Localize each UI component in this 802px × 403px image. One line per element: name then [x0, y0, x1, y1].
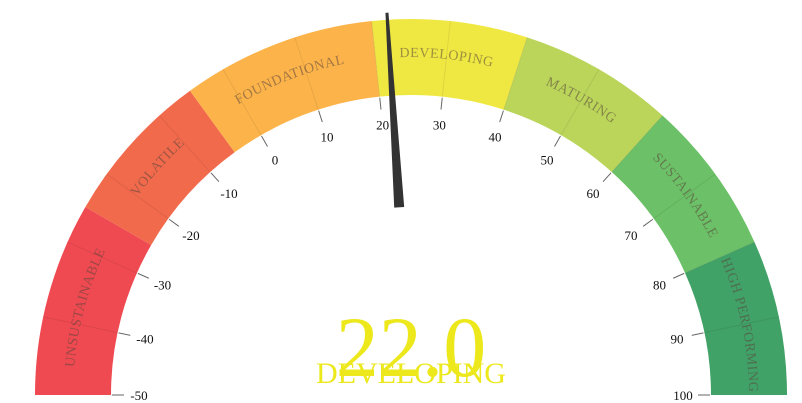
band-divider	[43, 316, 118, 334]
gauge-band-maturing	[503, 37, 663, 173]
tick-label: 70	[625, 228, 638, 243]
tick-label: 90	[671, 331, 684, 346]
gauge-tick	[691, 332, 704, 336]
tick-label: 10	[320, 129, 333, 144]
gauge-tick	[499, 110, 504, 123]
gauge-tick	[642, 218, 654, 227]
tick-label: 0	[272, 152, 279, 167]
gauge-tick	[261, 135, 268, 147]
band-divider	[560, 69, 600, 136]
band-divider	[222, 69, 262, 136]
tick-label: 30	[433, 117, 446, 132]
gauge-tick	[118, 332, 131, 336]
gauge-needle	[385, 12, 405, 208]
gauge-needle-group	[385, 12, 405, 208]
band-divider	[684, 241, 755, 274]
tick-label: -20	[182, 228, 199, 243]
band-divider	[611, 115, 663, 173]
gauge-tick	[318, 110, 323, 123]
band-divider	[503, 37, 528, 110]
band-divider	[106, 173, 169, 220]
gauge-tick	[440, 97, 443, 110]
band-divider	[67, 241, 138, 274]
gauge-tick	[210, 172, 220, 183]
tick-label: 80	[653, 277, 666, 292]
tick-label: 40	[489, 129, 502, 144]
gauge-band-unsustainable	[35, 207, 152, 395]
band-divider	[653, 173, 716, 220]
gauge-bands	[35, 18, 787, 395]
band-divider	[371, 21, 381, 97]
tick-label: -50	[130, 388, 147, 403]
gauge-band-sustainable	[611, 115, 755, 273]
gauge-band-high-performing	[685, 242, 787, 395]
gauge-band-developing	[371, 18, 528, 110]
gauge-tick	[379, 97, 382, 110]
tick-label: -10	[220, 186, 237, 201]
gauge-tick	[168, 218, 180, 227]
gauge-ticks: -50 -40 -30 -20 -10 0 10 20 30 40 50 60 70 80 90 100	[112, 97, 710, 403]
band-divider	[294, 37, 319, 110]
gauge-value: 22.0	[336, 299, 487, 395]
tick-label: -40	[136, 331, 153, 346]
tick-label: 50	[541, 152, 554, 167]
gauge-band-foundational	[189, 21, 380, 153]
tick-label: 20	[376, 117, 389, 132]
tick-label: 100	[673, 388, 693, 403]
gauge-tick	[672, 272, 685, 279]
gauge-band-volatile	[85, 90, 235, 246]
tick-label: 60	[587, 186, 600, 201]
gauge-tick	[137, 272, 150, 279]
gauge-tick	[602, 172, 612, 183]
gauge-tick	[554, 135, 561, 147]
tick-label: -30	[154, 277, 171, 292]
band-divider	[704, 316, 779, 334]
band-divider	[159, 115, 211, 173]
band-divider	[441, 21, 451, 97]
gauge-status: DEVELOPING	[316, 357, 506, 390]
